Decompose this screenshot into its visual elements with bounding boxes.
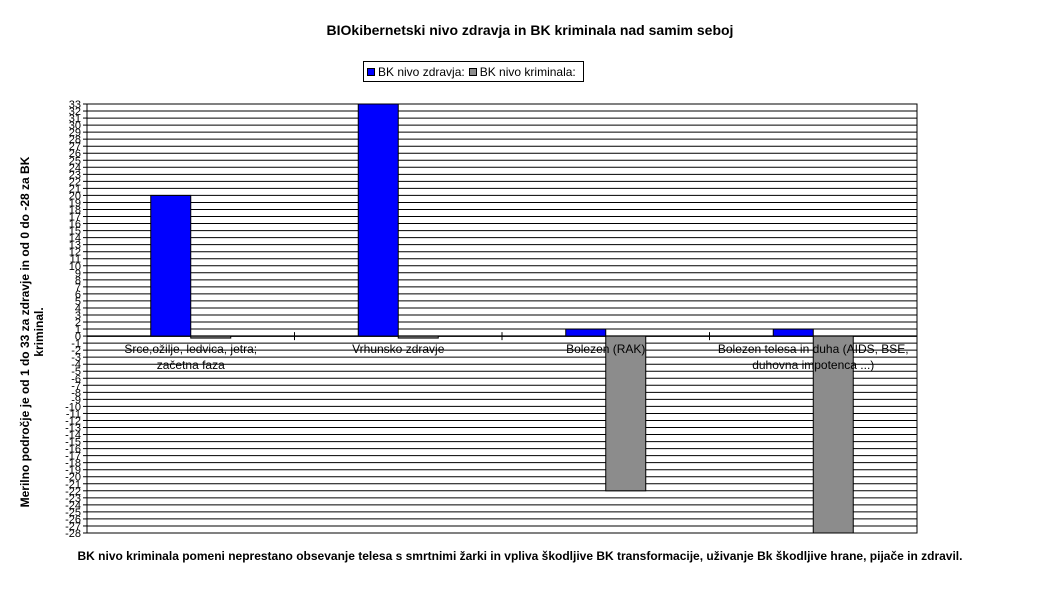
x-category-label: Vrhunsko zdravje — [352, 342, 445, 356]
y-tick-label: 29 — [69, 127, 81, 139]
y-tick-label: 25 — [69, 155, 81, 167]
x-category-label: Srce,ožilje, ledvica, jetra; začetna faza — [124, 342, 257, 372]
x-category-label: Bolezen (RAK) — [566, 342, 645, 356]
y-tick-label: 28 — [69, 134, 81, 146]
y-tick-label: -25 — [65, 507, 81, 519]
y-tick-label: -27 — [65, 521, 81, 533]
y-tick-label: 15 — [69, 226, 81, 238]
y-tick-label: 14 — [69, 233, 81, 245]
y-tick-label: 7 — [75, 282, 81, 294]
x-axis-footnote: BK nivo kriminala pomeni neprestano obse… — [77, 549, 963, 563]
y-tick-label: 3 — [75, 310, 81, 322]
y-tick-label: -26 — [65, 514, 81, 526]
y-tick-label: 26 — [69, 148, 81, 160]
y-tick-label: -21 — [65, 479, 81, 491]
bar-zdravja — [565, 328, 607, 337]
y-tick-label: -14 — [65, 430, 81, 442]
y-tick-label: 13 — [69, 240, 81, 252]
plot-border — [86, 103, 918, 534]
y-tick-label: 33 — [69, 99, 81, 111]
chart-title: BIOkibernetski nivo zdravja in BK krimin… — [326, 22, 734, 38]
y-tick-label: 18 — [69, 204, 81, 216]
bar-kriminala — [397, 335, 439, 339]
y-tick-label: -13 — [65, 423, 81, 435]
bar-kriminala — [190, 335, 232, 339]
legend: BK nivo zdravja: BK nivo kriminala: — [363, 61, 584, 82]
y-tick-label: 24 — [69, 162, 81, 174]
y-tick-label: -4 — [71, 359, 81, 371]
y-tick-label: -28 — [65, 528, 81, 540]
y-tick-label: -22 — [65, 486, 81, 498]
y-tick-label: -8 — [71, 387, 81, 399]
y-tick-label: 21 — [69, 183, 81, 195]
y-tick-label: -16 — [65, 444, 81, 456]
y-tick-label: 0 — [75, 331, 81, 343]
legend-item-zdravja: BK nivo zdravja: — [367, 65, 465, 79]
bar-zdravja — [150, 194, 192, 337]
y-tick-label: -12 — [65, 415, 81, 427]
y-tick-label: 4 — [75, 303, 81, 315]
legend-label-kriminala: BK nivo kriminala: — [479, 64, 576, 79]
y-tick-label: 1 — [75, 324, 81, 336]
legend-swatch-zdravja — [367, 67, 375, 76]
y-tick-label: -11 — [66, 408, 81, 420]
y-tick-label: -10 — [65, 401, 81, 413]
y-tick-label: 2 — [75, 317, 81, 329]
y-tick-label: -9 — [71, 394, 81, 406]
y-tick-label: 16 — [69, 219, 81, 231]
bar-zdravja — [357, 103, 399, 337]
y-tick-label: 27 — [69, 141, 81, 153]
y-tick-label: -15 — [65, 437, 81, 449]
y-tick-label: 6 — [75, 289, 81, 301]
y-tick-label: -3 — [71, 352, 81, 364]
y-tick-label: 30 — [69, 120, 81, 132]
y-tick-label: -1 — [71, 338, 81, 350]
legend-label-zdravja: BK nivo zdravja: — [378, 64, 465, 79]
x-category-label: Bolezen telesa in duha (AIDS, BSE, duhovn… — [718, 342, 909, 372]
y-tick-label: 8 — [75, 275, 81, 287]
y-tick-label: 32 — [69, 106, 81, 118]
y-tick-label: -17 — [65, 451, 81, 463]
y-tick-label: -7 — [71, 380, 81, 392]
y-tick-label: -19 — [65, 465, 81, 477]
y-tick-label: 10 — [69, 261, 81, 273]
y-tick-label: 17 — [69, 212, 81, 224]
y-tick-label: 31 — [69, 113, 81, 125]
y-tick-label: -23 — [65, 493, 81, 505]
y-tick-label: -20 — [65, 472, 81, 484]
y-tick-label: -24 — [65, 500, 81, 512]
y-tick-label: 11 — [70, 254, 81, 266]
bar-zdravja — [772, 328, 814, 337]
y-tick-label: 22 — [69, 176, 81, 188]
legend-swatch-kriminala — [468, 67, 477, 76]
bar-kriminala — [812, 335, 854, 534]
y-tick-label: 9 — [75, 268, 81, 280]
y-tick-label: 19 — [69, 197, 81, 209]
y-tick-label: 20 — [69, 190, 81, 202]
y-tick-label: -2 — [71, 345, 81, 357]
y-tick-label: -6 — [71, 373, 81, 385]
bar-kriminala — [605, 335, 647, 492]
y-tick-label: 5 — [75, 296, 81, 308]
y-tick-label: 23 — [69, 169, 81, 181]
y-tick-label: -18 — [65, 458, 81, 470]
legend-item-kriminala: BK nivo kriminala: — [468, 64, 576, 79]
y-tick-label: 12 — [69, 247, 81, 259]
y-tick-label: -5 — [71, 366, 81, 378]
